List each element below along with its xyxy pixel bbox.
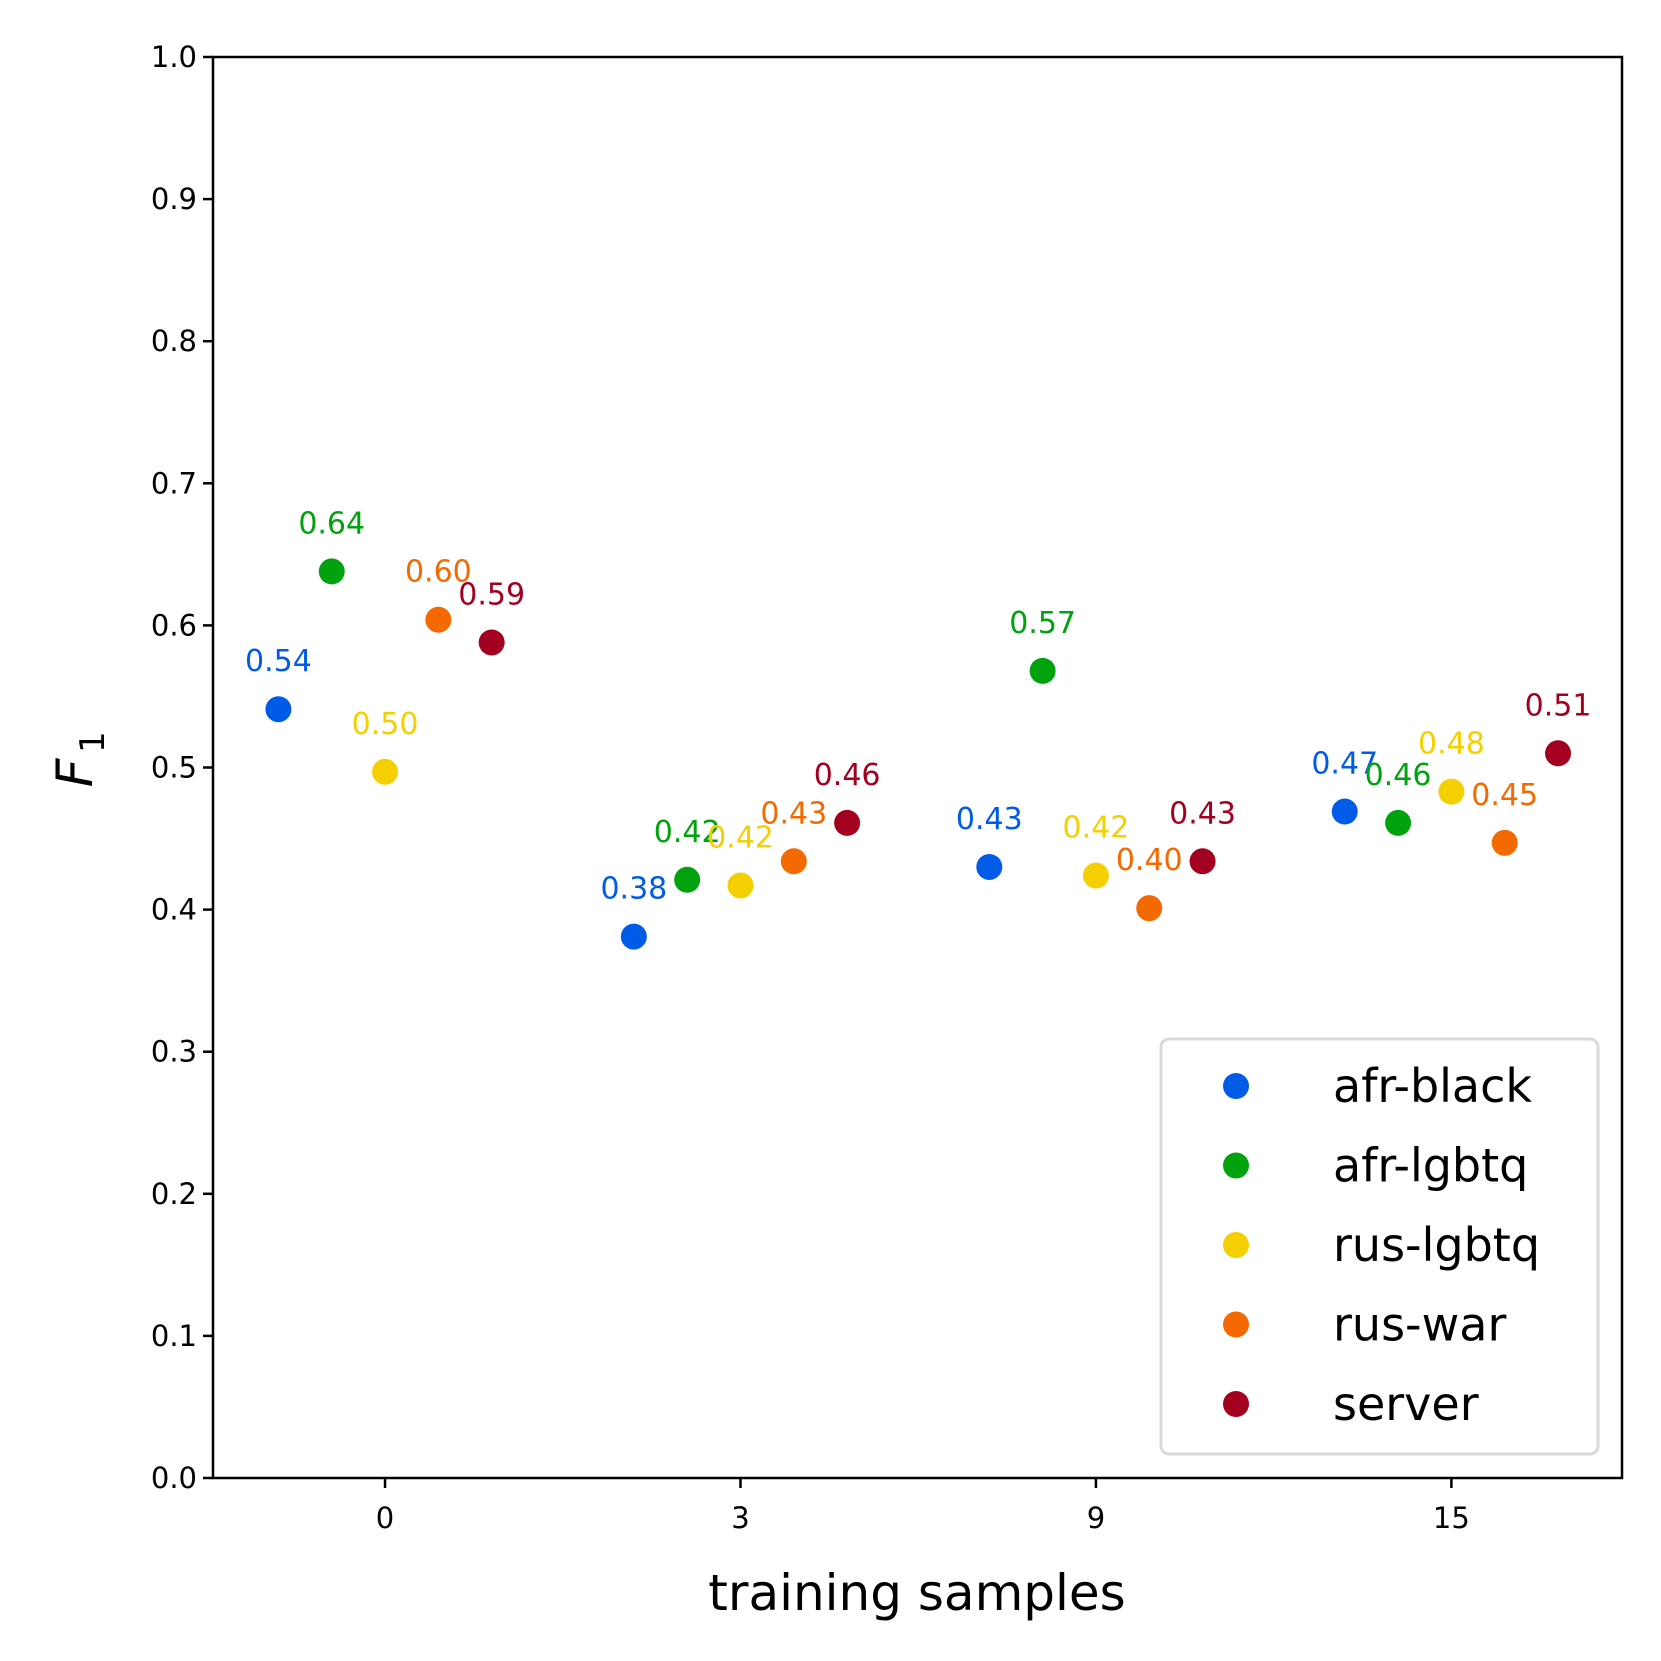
legend-marker-rus-lgbtq bbox=[1223, 1232, 1249, 1258]
legend-marker-server bbox=[1223, 1391, 1249, 1417]
data-point-afr-lgbtq bbox=[1029, 657, 1056, 684]
x-tick-label: 9 bbox=[1087, 1501, 1105, 1535]
legend-label-rus-war: rus-war bbox=[1333, 1298, 1506, 1352]
x-tick-label: 3 bbox=[731, 1501, 749, 1535]
data-point-rus-war bbox=[780, 848, 807, 875]
data-point-afr-black bbox=[1331, 798, 1358, 825]
y-tick-label: 0.0 bbox=[151, 1461, 197, 1495]
data-label-server: 0.51 bbox=[1525, 688, 1592, 723]
y-tick-label: 0.7 bbox=[151, 466, 197, 500]
y-tick-label: 0.6 bbox=[151, 608, 197, 642]
legend-label-afr-black: afr-black bbox=[1333, 1059, 1532, 1113]
data-points bbox=[265, 558, 1572, 950]
data-point-rus-lgbtq bbox=[1082, 862, 1109, 889]
data-point-afr-black bbox=[620, 923, 647, 950]
data-point-rus-lgbtq bbox=[372, 758, 399, 785]
legend: afr-black afr-lgbtq rus-lgbtq rus-war server bbox=[1159, 1037, 1600, 1456]
data-point-server bbox=[834, 809, 861, 836]
x-tick-label: 15 bbox=[1433, 1501, 1470, 1535]
data-point-rus-lgbtq bbox=[1438, 778, 1465, 805]
data-label-server: 0.43 bbox=[1169, 796, 1236, 831]
data-label-afr-black: 0.54 bbox=[245, 644, 312, 679]
y-axis-label-main: F bbox=[46, 757, 104, 787]
data-label-rus-war: 0.45 bbox=[1471, 778, 1538, 813]
data-label-afr-black: 0.47 bbox=[1311, 747, 1378, 782]
legend-marker-afr-lgbtq bbox=[1223, 1152, 1249, 1179]
data-label-afr-black: 0.38 bbox=[600, 872, 667, 907]
data-label-rus-lgbtq: 0.48 bbox=[1418, 727, 1485, 762]
x-tick-label: 0 bbox=[376, 1501, 394, 1535]
plot-frame bbox=[211, 55, 1624, 1480]
data-label-afr-black: 0.43 bbox=[956, 802, 1023, 837]
y-axis: 0.0 0.1 0.2 0.3 0.4 0.5 0.6 0.7 0.8 0.9 1.0 bbox=[151, 40, 213, 1495]
y-tick-label: 0.4 bbox=[151, 893, 197, 927]
x-axis: 0 3 9 15 bbox=[376, 1478, 1470, 1535]
data-label-rus-war: 0.43 bbox=[760, 796, 827, 831]
data-label-rus-lgbtq: 0.42 bbox=[1063, 810, 1130, 845]
y-tick-label: 0.1 bbox=[151, 1319, 197, 1353]
data-point-rus-war bbox=[1136, 895, 1163, 922]
legend-marker-afr-black bbox=[1223, 1073, 1249, 1099]
y-tick-label: 0.2 bbox=[151, 1177, 197, 1211]
data-label-afr-lgbtq: 0.42 bbox=[654, 815, 721, 850]
data-label-afr-lgbtq: 0.64 bbox=[298, 506, 365, 541]
data-label-rus-war: 0.60 bbox=[405, 555, 472, 590]
y-tick-label: 0.3 bbox=[151, 1035, 197, 1069]
y-axis-label-subscript: 1 bbox=[73, 731, 113, 753]
data-label-afr-lgbtq: 0.57 bbox=[1009, 606, 1076, 641]
data-label-afr-lgbtq: 0.46 bbox=[1365, 758, 1432, 793]
y-tick-label: 0.9 bbox=[151, 182, 197, 216]
x-axis-label: training samples bbox=[708, 1564, 1125, 1622]
data-labels: 0.54 0.38 0.43 0.47 0.64 0.42 0.57 0.46 0.50 0.42… bbox=[245, 506, 1591, 906]
y-tick-label: 1.0 bbox=[151, 40, 197, 74]
data-label-server: 0.46 bbox=[814, 758, 881, 793]
data-point-afr-black bbox=[265, 696, 292, 723]
data-label-rus-lgbtq: 0.42 bbox=[707, 820, 774, 855]
data-point-server bbox=[1545, 740, 1572, 767]
legend-label-server: server bbox=[1333, 1377, 1479, 1431]
data-label-rus-war: 0.40 bbox=[1116, 843, 1183, 878]
data-point-rus-lgbtq bbox=[727, 872, 754, 899]
legend-label-afr-lgbtq: afr-lgbtq bbox=[1333, 1139, 1528, 1193]
data-point-afr-lgbtq bbox=[318, 558, 345, 585]
data-point-server bbox=[478, 629, 505, 656]
data-label-rus-lgbtq: 0.50 bbox=[352, 707, 419, 742]
data-point-rus-war bbox=[425, 606, 452, 633]
data-point-afr-black bbox=[976, 853, 1003, 880]
legend-label-rus-lgbtq: rus-lgbtq bbox=[1333, 1218, 1540, 1272]
data-point-afr-lgbtq bbox=[674, 866, 701, 893]
data-label-server: 0.59 bbox=[458, 577, 525, 612]
legend-box bbox=[1159, 1037, 1600, 1456]
legend-marker-rus-war bbox=[1223, 1311, 1249, 1338]
y-tick-label: 0.5 bbox=[151, 751, 197, 785]
data-point-rus-war bbox=[1491, 829, 1518, 856]
data-point-afr-lgbtq bbox=[1385, 809, 1412, 836]
y-axis-label: F 1 bbox=[46, 731, 113, 787]
y-tick-label: 0.8 bbox=[151, 324, 197, 358]
data-point-server bbox=[1189, 848, 1216, 875]
